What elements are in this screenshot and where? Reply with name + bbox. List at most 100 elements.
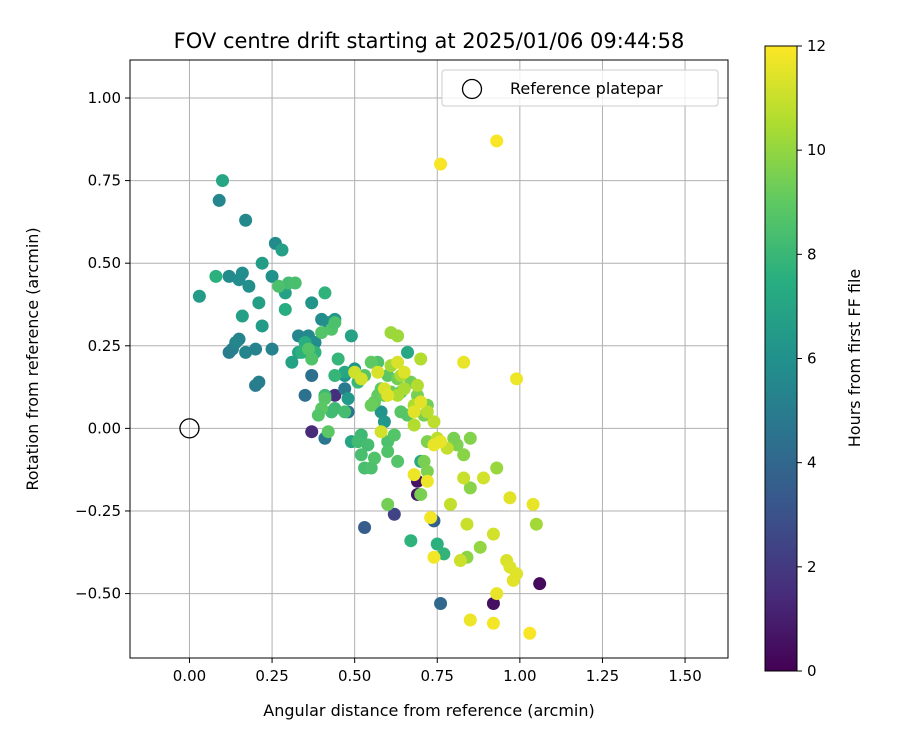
data-point (457, 448, 471, 462)
colorbar: 0 2 4 6 8 10 12 Hours from first FF file (764, 37, 864, 680)
data-point (328, 369, 342, 383)
data-point (374, 405, 388, 419)
data-point (457, 355, 471, 369)
data-point (407, 405, 421, 419)
data-point (490, 134, 504, 148)
data-point (354, 372, 368, 386)
data-point (391, 454, 405, 468)
data-point (255, 319, 269, 333)
legend-marker-reference (461, 78, 483, 100)
x-tick-label: 0.25 (255, 667, 288, 685)
data-point (321, 425, 335, 439)
y-tick-label: −0.50 (75, 585, 121, 603)
data-point (212, 193, 226, 207)
data-point (209, 269, 223, 283)
data-point (328, 316, 342, 330)
data-point (315, 326, 329, 340)
x-tick-label: 1.25 (586, 667, 619, 685)
plot-background (130, 60, 728, 658)
data-point (510, 372, 524, 386)
data-point (364, 461, 378, 475)
data-point (384, 326, 398, 340)
data-point (305, 296, 319, 310)
data-point (252, 296, 266, 310)
legend-label: Reference platepar (510, 79, 663, 98)
x-tick-label: 0.00 (173, 667, 206, 685)
legend-box (441, 69, 719, 107)
data-point (503, 491, 517, 505)
plot-frame (129, 59, 729, 659)
data-point (407, 418, 421, 432)
colorbar-tick-label: 6 (807, 350, 817, 368)
data-point (397, 365, 411, 379)
data-point (457, 471, 471, 485)
data-point (242, 279, 256, 293)
data-point (381, 388, 395, 402)
data-point (318, 392, 332, 406)
data-point (216, 174, 230, 188)
data-point (420, 405, 434, 419)
y-axis-ticks: −0.50 −0.25 0.00 0.25 0.50 0.75 1.00 (75, 89, 130, 603)
data-point (358, 521, 372, 534)
reference-platepar-marker (179, 418, 200, 439)
data-point (364, 398, 378, 412)
colorbar-tick-label: 12 (807, 37, 826, 55)
data-point (490, 461, 504, 475)
data-point (275, 243, 289, 257)
data-point (235, 309, 249, 323)
data-point (420, 474, 434, 488)
data-point (463, 431, 477, 445)
data-point (391, 388, 405, 402)
data-point (298, 388, 312, 402)
data-point (265, 269, 279, 283)
data-point (437, 547, 451, 561)
data-point (414, 395, 428, 409)
data-point (427, 415, 441, 429)
data-point (523, 626, 537, 640)
data-point (301, 342, 315, 356)
data-point (272, 279, 286, 293)
data-point (387, 507, 401, 521)
y-axis-label: Rotation from reference (arcmin) (23, 227, 42, 490)
data-point (255, 256, 269, 270)
colorbar-tick-label: 10 (807, 141, 826, 159)
data-point (414, 487, 428, 501)
chart-title: FOV centre drift starting at 2025/01/06 … (174, 29, 685, 53)
data-point (463, 613, 477, 627)
y-tick-label: −0.25 (75, 502, 121, 520)
data-point (288, 276, 302, 290)
data-point (414, 352, 428, 366)
x-axis-label: Angular distance from reference (arcmin) (263, 701, 594, 720)
data-point (391, 355, 405, 369)
data-point (404, 534, 418, 548)
data-point (473, 540, 487, 554)
colorbar-tick-label: 4 (807, 454, 817, 472)
data-point (252, 375, 266, 389)
x-axis-ticks: 0.00 0.25 0.50 0.75 1.00 1.25 1.50 (173, 658, 702, 685)
data-point (371, 365, 385, 379)
data-point (367, 451, 381, 465)
data-point (239, 345, 253, 359)
data-point (377, 415, 391, 429)
data-point (311, 408, 325, 422)
data-point (410, 378, 424, 392)
data-point (430, 537, 444, 551)
data-point (529, 517, 543, 531)
data-point (463, 481, 477, 495)
data-point (417, 454, 431, 468)
data-point (420, 464, 434, 478)
data-point (305, 369, 319, 383)
data-point (434, 157, 448, 171)
data-point (239, 213, 253, 227)
data-point (354, 448, 368, 462)
data-point (364, 355, 378, 369)
data-point (443, 497, 457, 511)
colorbar-ticks: 0 2 4 6 8 10 12 (797, 37, 826, 680)
data-point (222, 269, 236, 283)
colorbar-label: Hours from first FF file (845, 269, 864, 448)
data-point (305, 425, 319, 439)
x-tick-label: 0.50 (338, 667, 371, 685)
data-point (381, 497, 395, 511)
data-point (331, 352, 345, 366)
